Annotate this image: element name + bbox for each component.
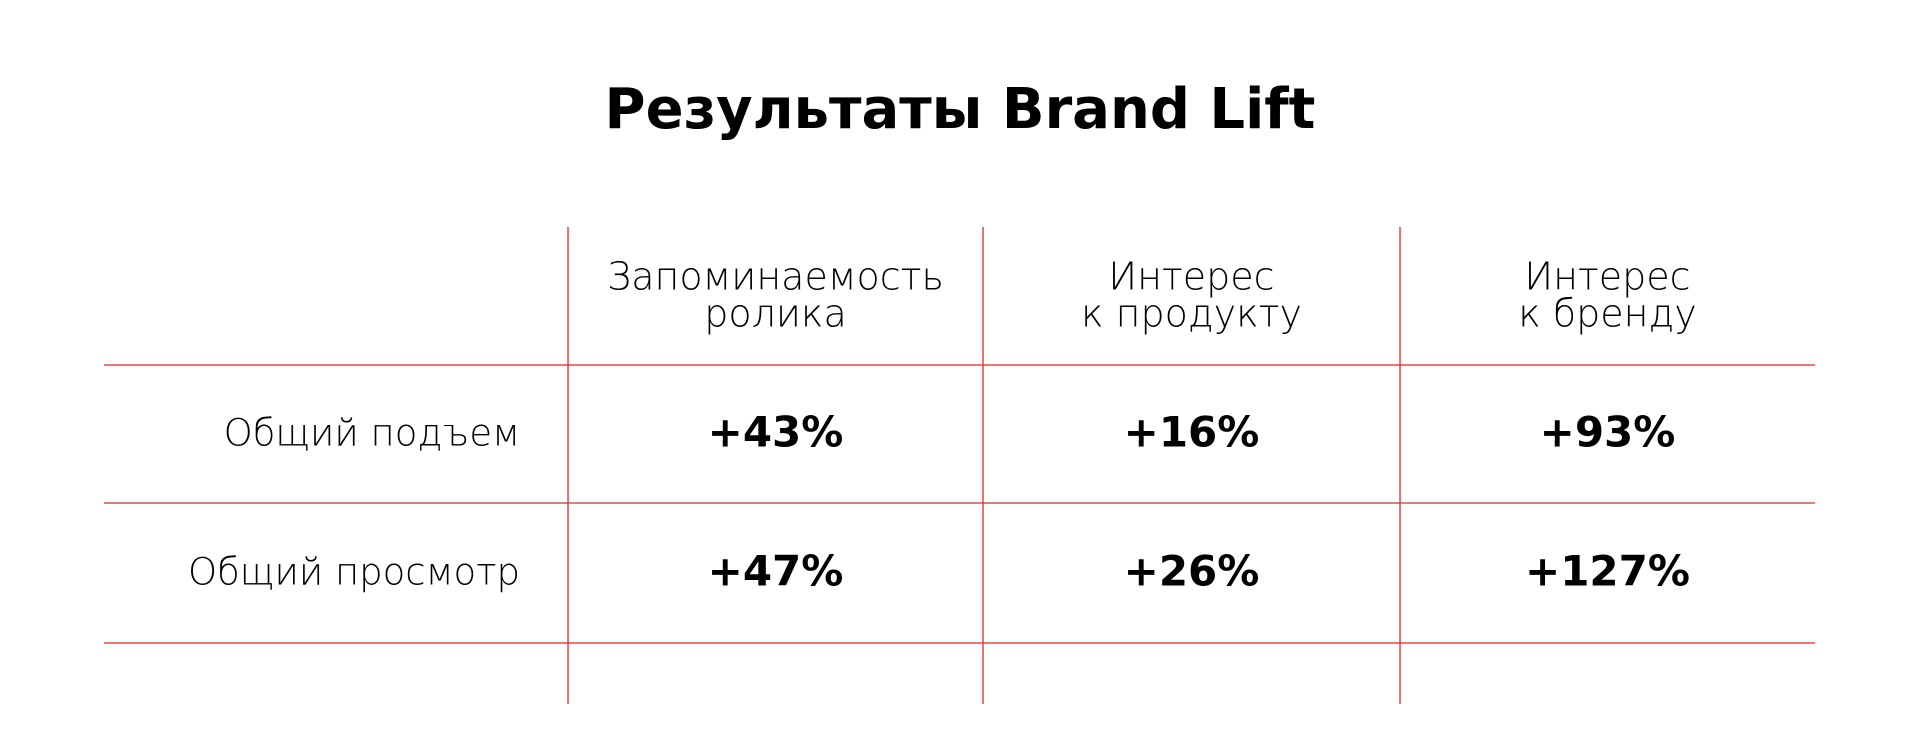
column-header: ролика xyxy=(704,292,847,336)
cell-value: +43% xyxy=(708,408,844,457)
cell-value: +127% xyxy=(1525,547,1690,596)
cell-value: +26% xyxy=(1124,547,1260,596)
column-header: к продукту xyxy=(1081,292,1302,336)
column-header: Запоминаемость xyxy=(607,255,944,299)
title: Результаты Brand Lift xyxy=(605,77,1316,142)
column-header: к бренду xyxy=(1518,292,1696,336)
cell-value: +47% xyxy=(708,547,844,596)
column-header: Интерес xyxy=(1108,255,1274,299)
cell-value: +16% xyxy=(1124,408,1260,457)
cell-value: +93% xyxy=(1540,408,1676,457)
row-label: Общий просмотр xyxy=(188,551,520,594)
row-label: Общий подъем xyxy=(224,412,520,455)
column-header: Интерес xyxy=(1524,255,1690,299)
